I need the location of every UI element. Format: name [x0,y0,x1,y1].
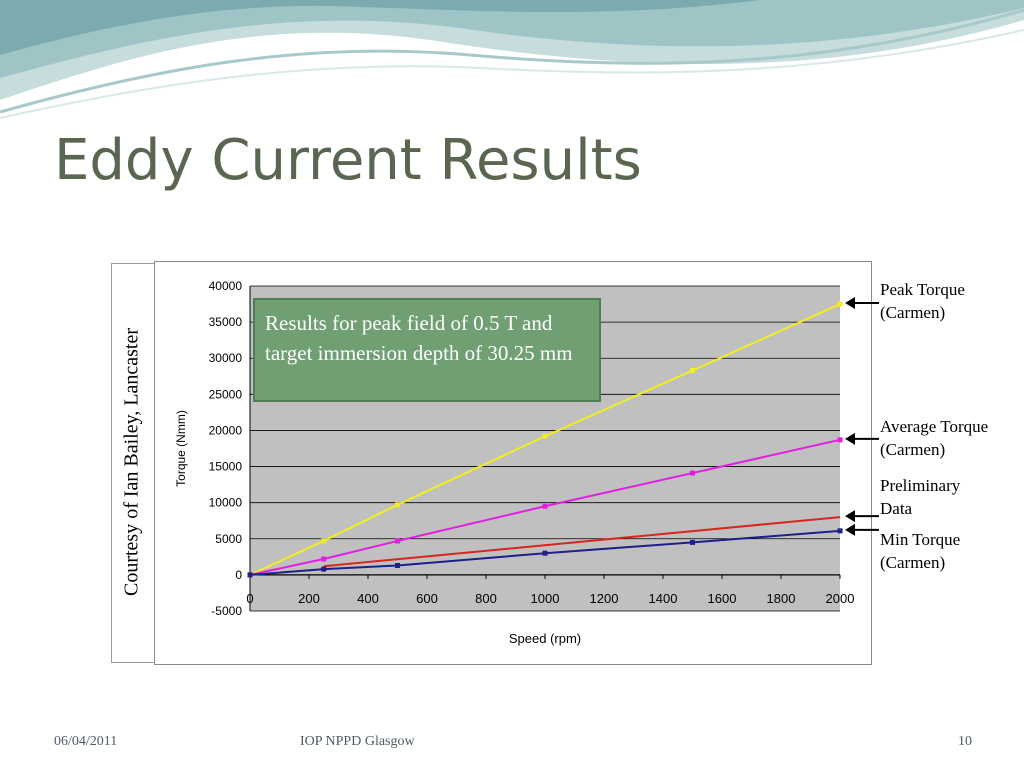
data-point-min [247,572,253,578]
series-line-average [249,438,841,576]
x-tick-label: 800 [475,591,497,606]
y-tick-label: 5000 [215,532,242,546]
x-tick-label: 1200 [590,591,619,606]
y-tick-label: 30000 [209,351,243,365]
slide-title: Eddy Current Results [54,128,642,193]
footer-date: 06/04/2011 [54,734,118,749]
y-tick-label: 40000 [209,279,243,293]
arrow-peak [845,297,879,310]
x-tick-label: 2000 [826,591,855,606]
arrow-preliminary [845,510,879,523]
y-tick-label: 20000 [209,423,243,437]
x-axis-label: Speed (rpm) [509,631,581,646]
series-line-peak [249,303,841,576]
data-point-average [542,503,548,509]
results-callout: Results for peak field of 0.5 T and targ… [253,298,601,402]
annotation-average-torque: Average Torque (Carmen) [880,417,989,459]
data-point-peak [321,538,327,544]
series-line-preliminary [323,516,841,568]
data-point-min [321,566,327,572]
x-tick-label: 1400 [649,591,678,606]
x-tick-label: 1000 [531,591,560,606]
annotation-min-torque: Min Torque (Carmen) [880,530,961,572]
data-point-peak [542,433,548,439]
y-tick-label: -5000 [211,604,242,618]
y-axis-label: Torque (Nmm) [174,410,188,487]
y-tick-label: 35000 [209,315,243,329]
footer-page-number: 10 [958,734,972,749]
y-tick-label: 25000 [209,387,243,401]
x-tick-label: 1600 [708,591,737,606]
data-point-min [542,550,548,556]
y-tick-label: 15000 [209,460,243,474]
data-point-peak [690,368,695,373]
data-point-average [837,437,843,443]
x-tick-label: 400 [357,591,379,606]
data-point-min [690,539,695,545]
x-tick-label: 0 [246,591,253,606]
y-tick-label: 0 [235,568,242,582]
data-point-average [321,556,327,562]
data-point-average [690,470,695,476]
data-point-peak [395,502,400,508]
x-tick-label: 600 [416,591,438,606]
data-point-min [395,563,400,568]
header-wave-decoration [0,0,1024,119]
annotation-peak-torque: Peak Torque (Carmen) [880,280,965,322]
data-point-peak [837,301,843,307]
arrow-min [845,523,879,536]
footer-event: IOP NPPD Glasgow [300,734,415,749]
x-tick-label: 1800 [767,591,796,606]
arrow-average [845,432,879,445]
data-point-average [395,538,400,544]
y-tick-label: 10000 [209,496,243,510]
courtesy-box [111,263,156,663]
x-tick-label: 200 [298,591,320,606]
data-point-min [837,528,843,534]
annotation-preliminary-data: Preliminary Data [880,476,961,518]
series-line-min [249,529,841,576]
